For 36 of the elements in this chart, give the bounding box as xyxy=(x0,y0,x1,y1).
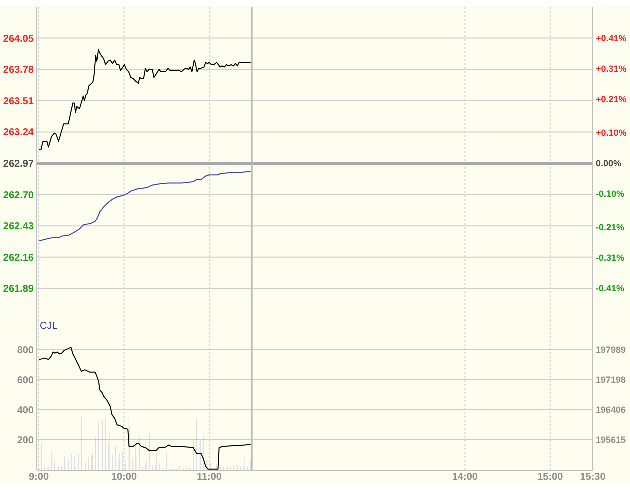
y-tick-label: 262.43 xyxy=(3,222,34,233)
y2-tick-label: +0.31% xyxy=(596,64,627,74)
y-tick-label: 262.16 xyxy=(3,252,34,264)
y2-tick-label: +0.21% xyxy=(596,94,627,105)
y-tick-label: 600 xyxy=(17,376,34,386)
line-series xyxy=(39,171,252,242)
x-tick-label: 9:00 xyxy=(28,472,50,484)
y2-tick-label: 197198 xyxy=(596,375,626,386)
y-tick-label: 200 xyxy=(17,436,34,446)
y-tick-label: 800 xyxy=(17,346,34,356)
x-tick-label: 11:00 xyxy=(196,472,222,484)
y2-tick-label: +0.10% xyxy=(596,128,627,138)
y2-tick-label: 197989 xyxy=(596,345,626,356)
y-tick-label: 262.97 xyxy=(3,159,34,170)
x-tick-label: 15:30 xyxy=(580,472,606,484)
y-tick-label: 263.24 xyxy=(3,128,34,139)
x-tick-label: 15:00 xyxy=(538,472,564,484)
x-tick-label: 14:00 xyxy=(452,472,478,484)
y2-tick-label: -0.41% xyxy=(596,284,625,294)
y2-tick-label: 0.00% xyxy=(596,158,622,169)
line-series xyxy=(39,347,252,470)
line-series xyxy=(39,49,252,150)
y-tick-label: 262.70 xyxy=(3,190,34,202)
y-tick-label: 264.05 xyxy=(3,34,34,45)
y2-tick-label: 196406 xyxy=(596,405,626,416)
y-tick-label: 263.51 xyxy=(3,96,34,108)
x-tick-label: 10:00 xyxy=(111,472,138,484)
y2-tick-label: +0.41% xyxy=(596,34,627,44)
y2-tick-label: 195615 xyxy=(596,435,626,446)
y-tick-label: 400 xyxy=(17,406,34,416)
y2-tick-label: -0.21% xyxy=(596,222,625,233)
y2-tick-label: -0.10% xyxy=(596,189,625,200)
y2-tick-label: -0.31% xyxy=(596,253,625,264)
y-tick-label: 263.78 xyxy=(3,65,34,76)
chart-title: CJL xyxy=(40,321,58,333)
y-tick-label: 261.89 xyxy=(3,284,34,296)
